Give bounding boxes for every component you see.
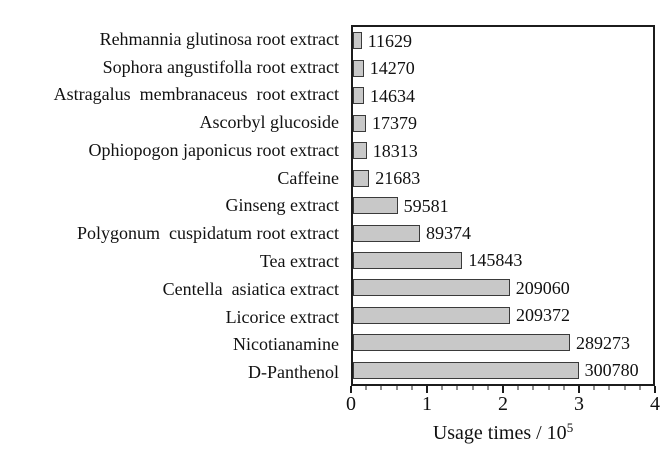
category-label: Rehmannia glutinosa root extract — [99, 28, 339, 49]
bar — [353, 197, 398, 215]
bar — [353, 279, 510, 297]
bar-row: 209060 — [353, 274, 653, 301]
bar-row: 21683 — [353, 164, 653, 191]
bar — [353, 224, 421, 242]
x-axis-major-tick — [426, 386, 428, 393]
x-axis-minor-tick — [608, 386, 610, 390]
x-axis-major-tick — [502, 386, 504, 393]
x-axis-label-text: Usage times / 10 — [432, 422, 567, 444]
category-label: D-Panthenol — [248, 362, 339, 383]
category-label: Nicotianamine — [233, 334, 339, 355]
x-axis-minor-tick — [456, 386, 458, 390]
bar-row: 17379 — [353, 109, 653, 136]
bar-row: 209372 — [353, 302, 653, 329]
bar-row: 89374 — [353, 219, 653, 246]
bar-value: 14634 — [369, 85, 415, 106]
bar — [353, 32, 362, 50]
bar — [353, 361, 579, 379]
bar-value: 18313 — [372, 140, 418, 161]
bar-row: 300780 — [353, 357, 653, 384]
plot-area: 11629 14270 14634 17379 18313 21683 59581 89374… — [351, 25, 655, 386]
bar-value: 14270 — [369, 58, 415, 79]
bar-value: 21683 — [375, 168, 421, 189]
x-axis-minor-tick — [472, 386, 474, 390]
bar — [353, 334, 570, 352]
x-axis-minor-tick — [639, 386, 641, 390]
x-axis-minor-tick — [593, 386, 595, 390]
bar-row: 14270 — [353, 54, 653, 81]
x-axis-minor-tick — [396, 386, 398, 390]
x-axis-minor-tick — [517, 386, 519, 390]
bar-row: 59581 — [353, 192, 653, 219]
bar-value: 11629 — [367, 30, 413, 51]
bar — [353, 169, 370, 187]
bar-value: 89374 — [426, 223, 472, 244]
bar-value: 300780 — [584, 360, 639, 381]
x-axis-tick-label: 0 — [346, 393, 356, 415]
category-label: Caffeine — [277, 167, 339, 188]
bar — [353, 251, 463, 269]
x-axis-label-exponent: 5 — [566, 420, 574, 435]
category-label: Ginseng extract — [225, 195, 339, 216]
category-label: Astragalus membranaceus root extract — [53, 84, 339, 105]
bar-value: 17379 — [372, 113, 418, 134]
x-axis-label: Usage times / 105 — [351, 420, 655, 445]
category-label: Centella asiatica extract — [162, 278, 339, 299]
bar-row: 11629 — [353, 27, 653, 54]
x-axis-major-tick — [350, 386, 352, 393]
category-label: Sophora angustifolla root extract — [102, 56, 339, 77]
bar — [353, 87, 364, 105]
x-axis-minor-tick — [563, 386, 565, 390]
bar-value: 209372 — [516, 305, 571, 326]
x-axis-major-tick — [654, 386, 656, 393]
x-axis-minor-tick — [380, 386, 382, 390]
bar-row: 14634 — [353, 82, 653, 109]
bar — [353, 59, 364, 77]
x-axis-minor-tick — [441, 386, 443, 390]
bar-value: 209060 — [515, 277, 570, 298]
category-labels: Rehmannia glutinosa root extract Sophora … — [0, 25, 346, 386]
x-axis-ticks — [350, 386, 656, 395]
category-label: Ophiopogon japonicus root extract — [88, 139, 339, 160]
bar-row: 18313 — [353, 137, 653, 164]
category-label: Licorice extract — [225, 306, 339, 327]
x-axis-minor-tick — [548, 386, 550, 390]
x-axis-minor-tick — [487, 386, 489, 390]
category-label: Tea extract — [259, 251, 339, 271]
bar-value: 145843 — [468, 250, 523, 271]
x-axis-minor-tick — [624, 386, 626, 390]
x-axis-tick-label: 1 — [422, 393, 432, 415]
x-axis-tick-label: 3 — [574, 393, 584, 415]
x-axis-tick-label: 4 — [650, 393, 660, 415]
bar-row: 289273 — [353, 329, 653, 356]
x-axis-tick-label: 2 — [498, 393, 508, 415]
bar — [353, 306, 511, 324]
bar — [353, 142, 367, 160]
bar-row: 145843 — [353, 247, 653, 274]
x-axis-major-tick — [578, 386, 580, 393]
bar-value: 289273 — [575, 332, 630, 353]
x-axis-minor-tick — [365, 386, 367, 390]
x-axis-minor-tick — [411, 386, 413, 390]
x-axis-minor-tick — [532, 386, 534, 390]
bar — [353, 114, 367, 132]
category-label: Ascorbyl glucoside — [199, 112, 339, 133]
x-axis-tick-labels: 0 1 2 3 4 — [346, 393, 660, 416]
category-label: Polygonum cuspidatum root extract — [77, 223, 339, 244]
bar-value: 59581 — [403, 195, 449, 216]
